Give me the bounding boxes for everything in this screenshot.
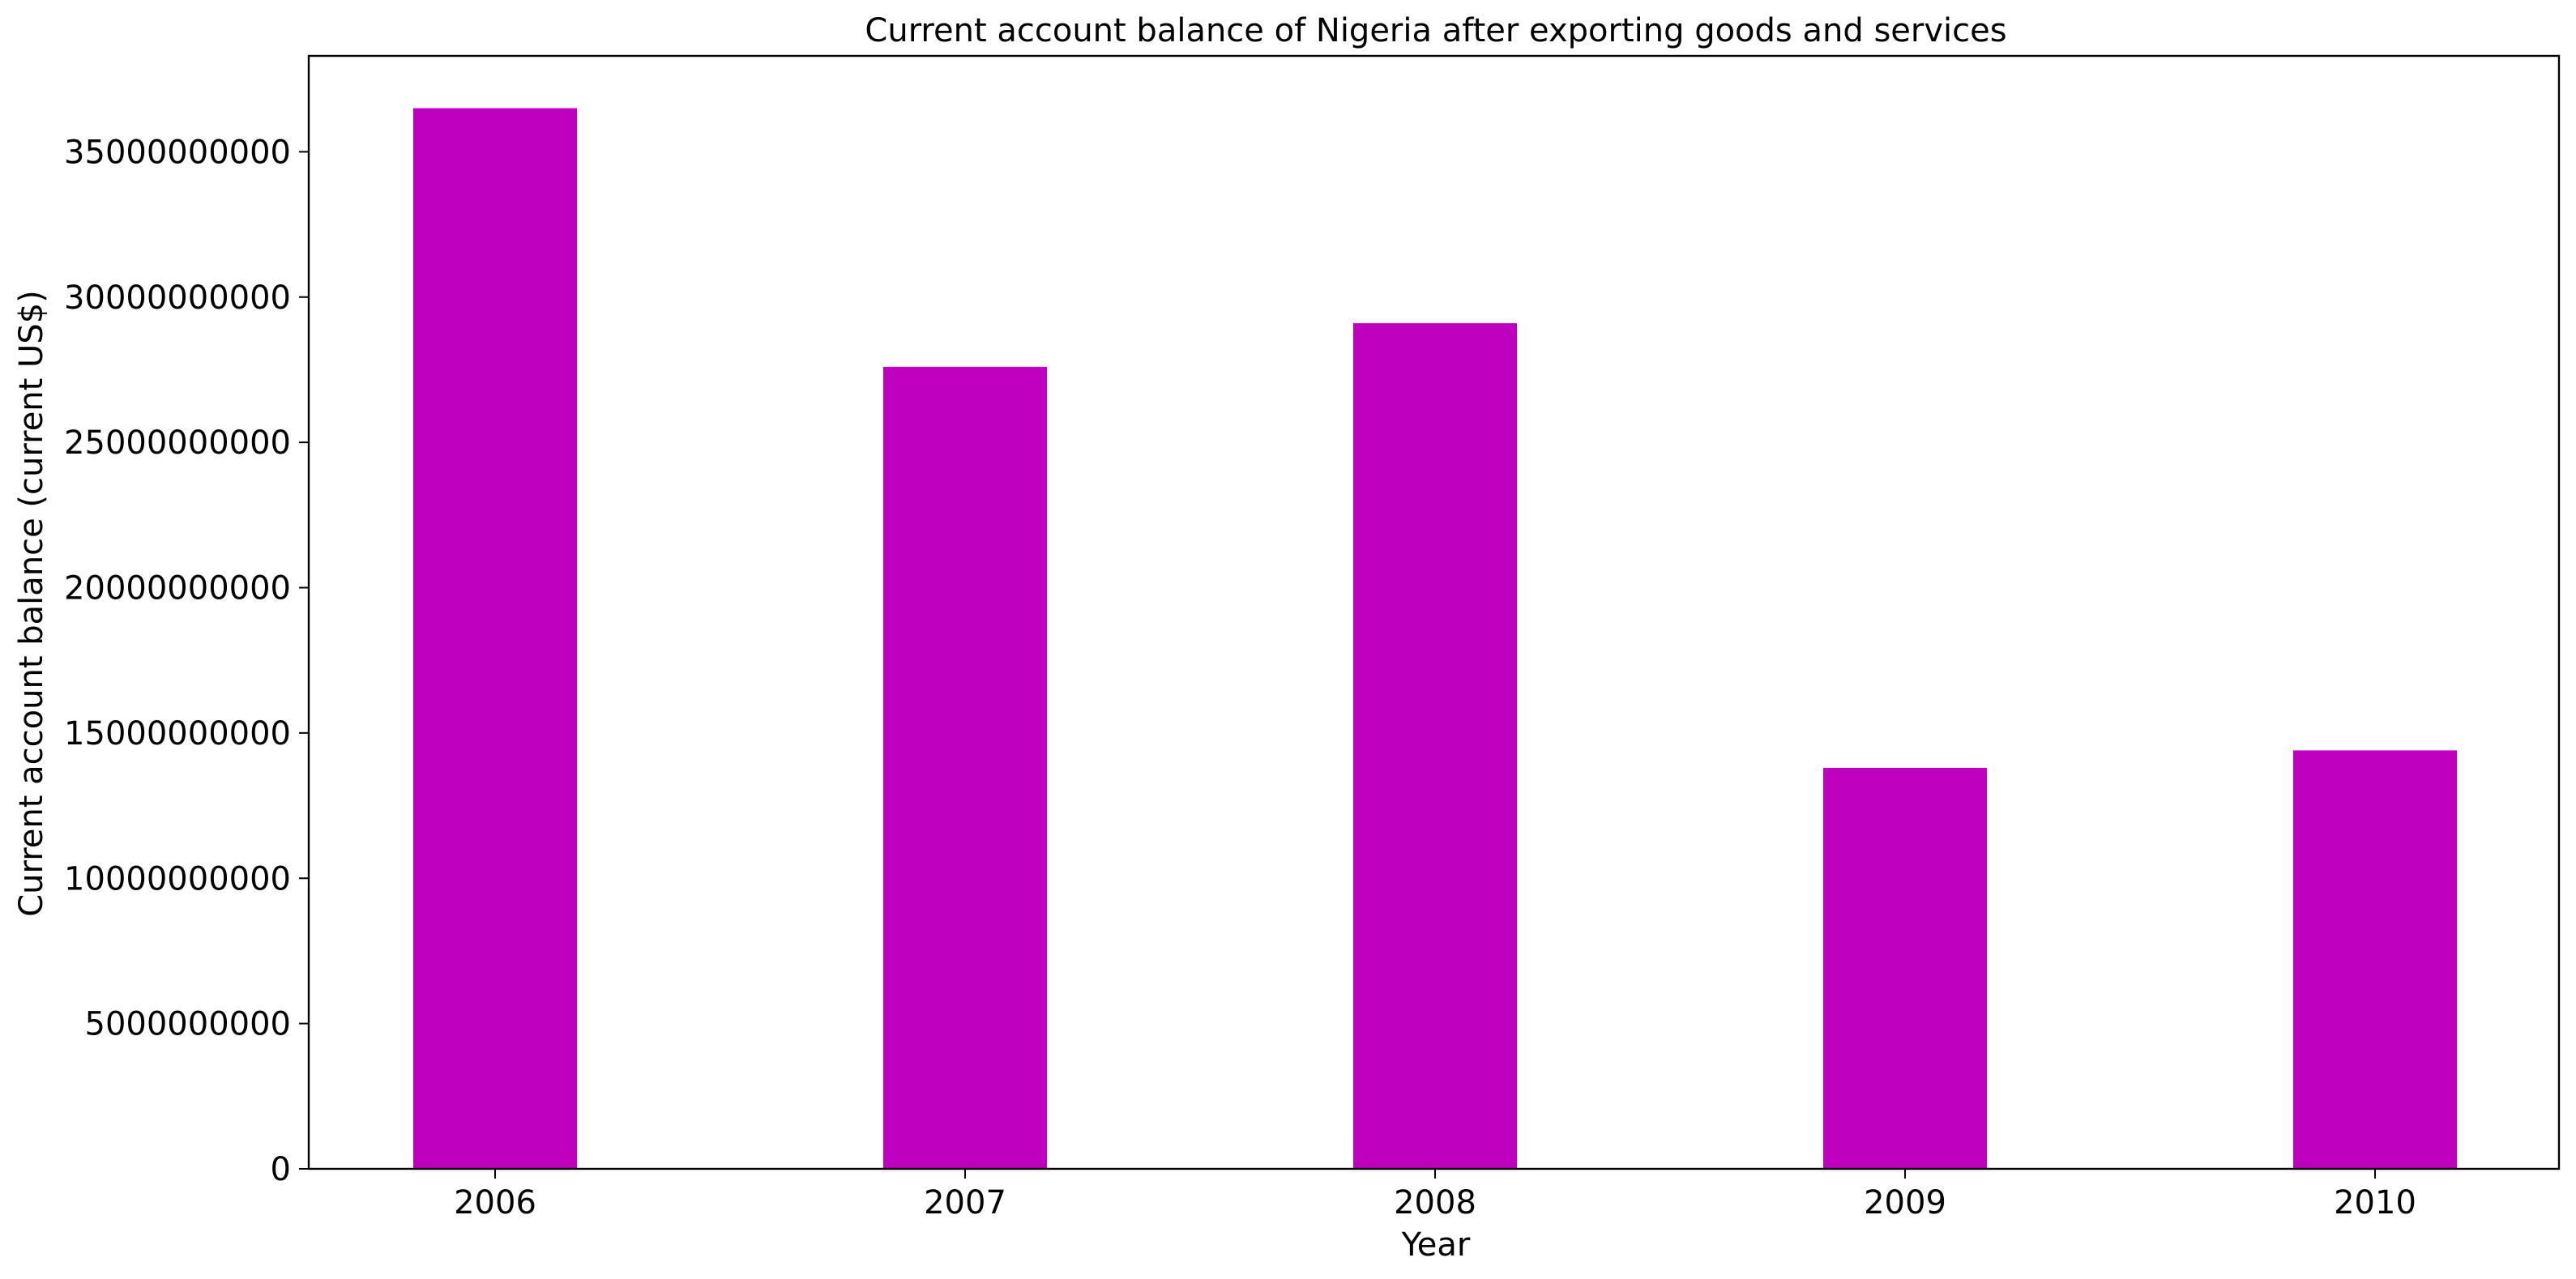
y-tick-label: 35000000000 xyxy=(64,134,291,171)
bar-2006 xyxy=(413,108,577,1169)
plot-frame xyxy=(307,54,2561,1170)
x-axis-title: Year xyxy=(1401,1226,1471,1264)
bar-2009 xyxy=(1823,767,1987,1169)
bar-2008 xyxy=(1353,323,1517,1169)
x-tick-label-2006: 2006 xyxy=(454,1184,536,1221)
x-tick-label-2008: 2008 xyxy=(1394,1184,1476,1221)
y-tick-label: 30000000000 xyxy=(64,279,291,317)
y-axis-ticks: 0 5000000000 10000000000 15000000000 2000000… xyxy=(64,134,309,1188)
bar-2010 xyxy=(2293,750,2457,1169)
x-tick-label-2009: 2009 xyxy=(1864,1184,1946,1221)
y-tick-label: 20000000000 xyxy=(64,570,291,608)
y-axis-title: Current account balance (current US$) xyxy=(13,290,50,917)
chart-title: Current account balance of Nigeria after… xyxy=(865,12,2006,49)
bars-group xyxy=(413,108,2457,1169)
bar-2007 xyxy=(883,366,1047,1169)
y-tick-label: 25000000000 xyxy=(64,424,291,462)
y-tick-label: 15000000000 xyxy=(64,715,291,752)
x-axis-ticks: 2006 2007 2008 2009 2010 xyxy=(454,1169,2416,1221)
y-tick-label: 0 xyxy=(271,1151,291,1188)
x-tick-label-2010: 2010 xyxy=(2334,1184,2416,1221)
x-tick-label-2007: 2007 xyxy=(924,1184,1006,1221)
y-tick-label: 5000000000 xyxy=(85,1006,292,1043)
y-tick-label: 10000000000 xyxy=(64,860,291,897)
